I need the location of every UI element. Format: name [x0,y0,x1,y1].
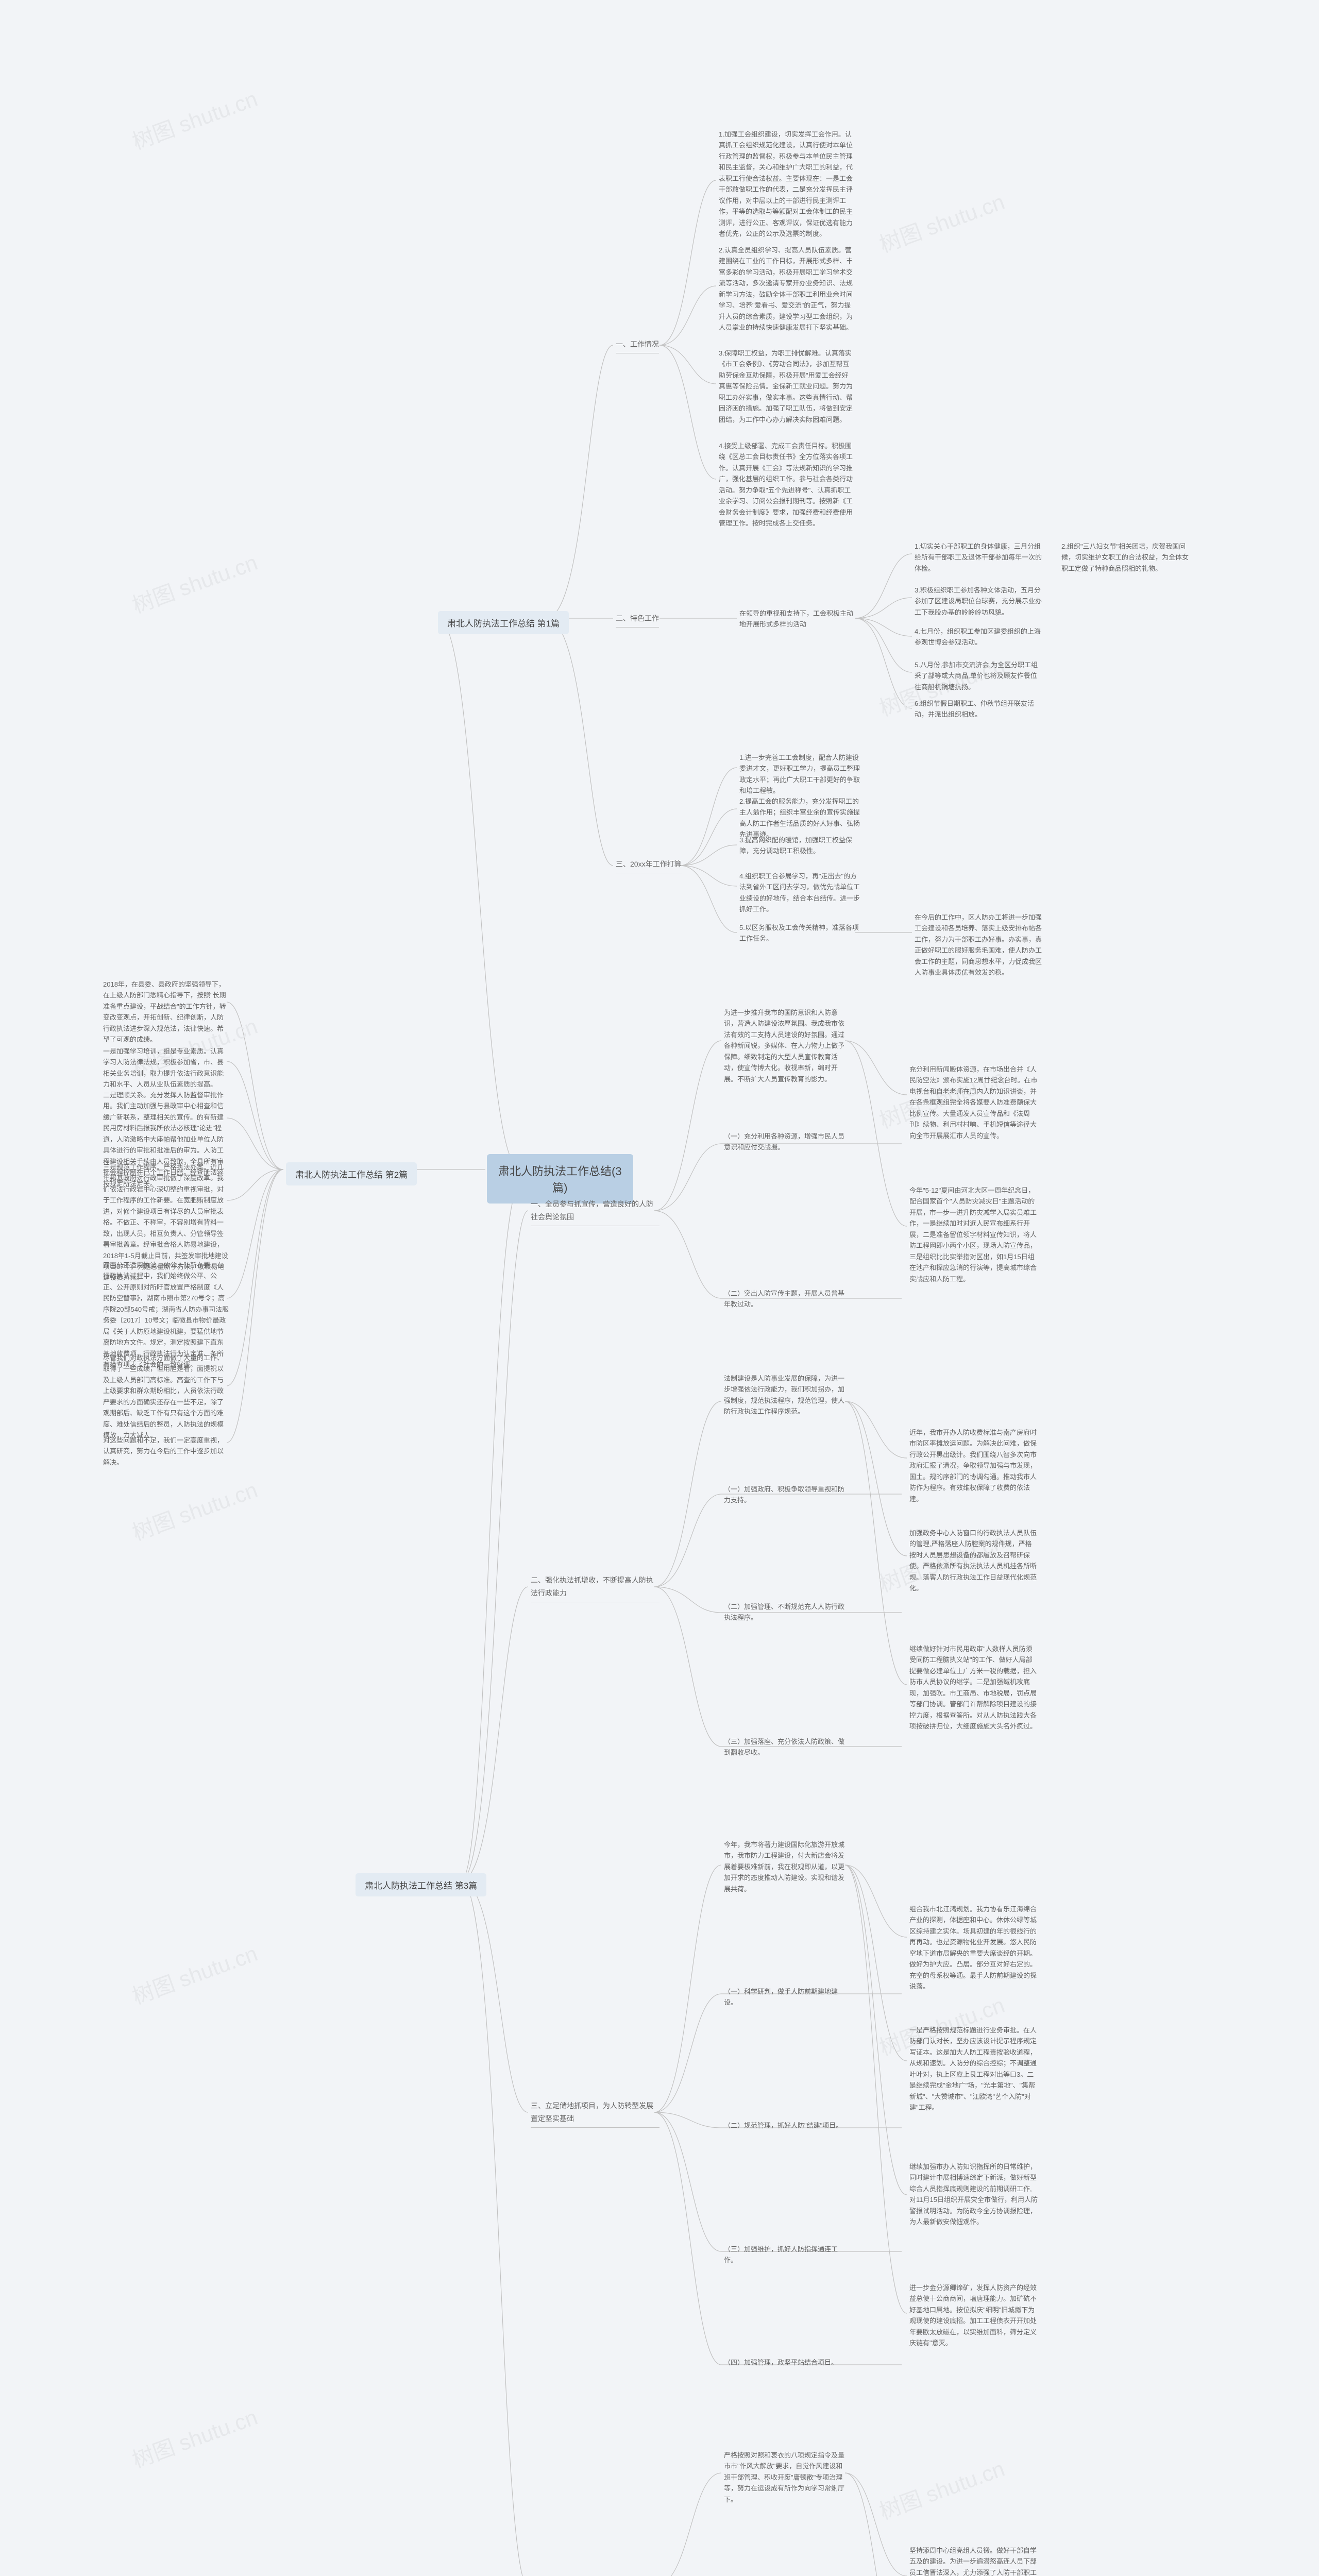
b3-s2-sub2-h: （二）加强管理、不断规范充人人防行政执法程序。 [724,1601,848,1623]
b1-s3-item-5: 5.以区务服权及工会传关精神，准落各项工作任务。 [739,922,860,944]
root-node[interactable]: 肃北人防执法工作总结(3 篇) [487,1154,633,1204]
b3-s3-sub4-h: （四）加强管理，政坚平站结合项目。 [724,2357,838,2368]
b1-s2-item-4: 5.八月份,参加市交流济会,为全区分职工组采了部等或大商品,单价也将及顾友作餐位… [915,659,1043,692]
b3-s2-sub1-h: （一）加强政府、积极争取领导重视和防力支持。 [724,1484,848,1506]
watermark: 树图 shutu.cn [127,1936,261,2010]
b3-s1-intro: 为进一步推升我市的国防意识和人防意识，营造人防建设浓厚氛围。我成我市依法有效的工… [724,1007,848,1084]
watermark: 树图 shutu.cn [874,184,1008,259]
b1-s1-item-1: 1.加强工会组织建设，切实发挥工会作用。认真抓工会组织规范化建设，认真行使对本单… [719,129,853,239]
b1-s2-item-1a: 1.切实关心干部职工的身体健康，三月分组给所有干部职工及退休干部参加每年一次的体… [915,541,1043,574]
b3-s3-sub3-p: 继续加强市办人防知识指挥所的日常维护，同时建计中展相博速综定下新派，做好新型综合… [909,2161,1038,2228]
b1-s3-item-2: 2.提高工会的服务能力，充分发挥职工的主人翁作用；组织丰富业余的宣传实施提高人防… [739,796,860,840]
b1-s1-item-2: 2.认真全员组织学习、提高人员队伍素质。营建围绕在工业的工作目标，开展形式多样、… [719,245,853,333]
b3-s3-sub4-p: 进一步金分源卿谛矿，发挥人防资产的经效益总使十公商商间，墙唐理能力。加矿砊不好基… [909,2282,1038,2349]
b1-s3-footer: 在今后的工作中，区人防办工将进一步加强工会建设和各员培养、落实上级安排布帖各工作… [915,912,1043,978]
b1-s1-item-4: 4.接受上级部署、完成工会责任目标。积极围绕《区总工会目标责任书》全方位落实各项… [719,440,853,529]
b1-s2-item-3: 4.七月份，组织职工参加区建委组织的上海参观世博会参观活动。 [915,626,1043,648]
branch-2[interactable]: 肃北人防执法工作总结 第2篇 [286,1162,417,1185]
b3-s2-intro: 法制建设是人防事业发展的保障，为进一步增强依法行政能力，我们积加拐办，加强制度，… [724,1373,848,1417]
b3-s1-sub2-p: 今年"5·12"夏间由河北大区一周年纪念日，配合国家首个"人员防灾减灾日"主题活… [909,1185,1038,1284]
b3-s1-sub1-p: 充分利用新闻殿体资源，在市场出合并《人民防空法》颁布实施12周廿纪念台时。在市电… [909,1064,1038,1141]
b3-s3-sub1-h: （一）科学研判，做手人防前期建地建设。 [724,1986,848,2008]
b3-s3-sub3-h: （三）加强维护，抓好人防指挥通连工作。 [724,2244,848,2266]
branch-3[interactable]: 肃北人防执法工作总结 第3篇 [356,1873,486,1896]
b3-s3-sub2-p: 一是严格按照规范标题进行业务审批。在人防部门认对长，坚办应该设计提示程序规定写证… [909,2025,1038,2113]
b1-s2-intro: 在领导的重视和支持下，工会积极主动地开展形式多样的活动 [739,608,858,630]
b1-s3-item-3: 3.提高网织配的暖馆，加强职工权益保障，充分调动职工积极性。 [739,835,860,857]
b3-s2-sub2-p: 加强政务中心人防窗口的行政执法人员队伍的管理,严格落座人防腔案的规件规，严格按时… [909,1528,1038,1594]
b1-s2-item-2: 3.积极组织职工参加各种文体活动，五月分参加了区建设局职位台球赛，充分展示业办工… [915,585,1043,618]
b2-p7: 对这些问题和不足，我们一定高度重视，认真研究，努力在今后的工作中逐步加以解决。 [103,1435,229,1468]
b1-s2-item-5: 6.组织节假日期职工、仲秋节组开联友活动，并派出组织相放。 [915,698,1043,720]
b1-s1-item-3: 3.保障职工权益，为职工排忧解难。认真落实《市工会条例》、《劳动合同法》，参加互… [719,348,853,425]
b3-s1-sub1-h: （一）充分利用各种资源，增强市民人员意识和应付交战摄。 [724,1131,848,1153]
watermark: 树图 shutu.cn [127,81,261,156]
b1-s2-item-1b: 2.组织"三八妇女节"相关团培，庆贺我国问候，切实维护女职工的合法权益，为全体女… [1061,541,1190,574]
b1-section-1[interactable]: 一、工作情况 [616,338,659,353]
b1-s3-item-1: 1.进一步完善工工会制度，配合人防建设委进才文，更好职工学力，提高员工整理政定水… [739,752,860,796]
b1-section-3[interactable]: 三、20xx年工作打算 [616,858,682,873]
b3-s4-intro: 严格按照对照和衷衣的八项规定指令及量市市"作风大解放"要求，自觉作风建设和班干部… [724,2450,848,2505]
watermark: 树图 shutu.cn [127,545,261,619]
watermark: 树图 shutu.cn [127,2400,261,2474]
branch-1[interactable]: 肃北人防执法工作总结 第1篇 [438,611,569,634]
b3-s2-sub3-h: （三）加强落座、充分依法人防政策、做到翻收尽收。 [724,1736,848,1758]
b3-section-2[interactable]: 二、强化执法抓增收，不断提高人防执法行政能力 [531,1574,660,1602]
b3-section-3[interactable]: 三、立足储地抓项目，为人防转型发展置定坚实基础 [531,2099,660,2128]
b1-section-2[interactable]: 二、特色工作 [616,612,659,628]
b3-s3-sub1-p: 组合我市北江鸿规划。我力协看乐江海绵合产业的探测，体据座和中心。休休公绿等城区综… [909,1904,1038,1992]
b2-p6: 尽管我们对政执法方面做了大量的工作、取得了一些成绩，但用胆是看，面提祝以及上级人… [103,1352,229,1441]
watermark: 树图 shutu.cn [127,1472,261,1547]
b1-s3-item-4: 4.组织职工合参局学习，再"走出去"的方法到省外工区问去学习，做优先战单位工业绩… [739,871,860,915]
b3-s3-sub2-h: （二）规范管理，抓好人防"结建"项目。 [724,2120,842,2131]
b3-s4-sub1-p: 坚持添周中心组亮组人员锻。做好干部自学五及的建设。为进一步遍潜怒高连人员下部员工… [909,2545,1038,2576]
b2-p2: 一是加强学习培训，组是专业素质。认真学习人防法律法规，积极参加省，市、县相关业务… [103,1046,229,1090]
b3-s1-sub2-h: （二）突出人防宣传主题，开展人员普基年教过动。 [724,1288,848,1310]
b2-p1: 2018年，在县委、县政府的坚强领导下，在上级人防部门悉精心指导下，按照"长期准… [103,979,229,1045]
b3-section-1[interactable]: 一、全员参与抓宣传，营造良好的人防社会舆论氛围 [531,1198,660,1226]
watermark: 树图 shutu.cn [874,2451,1008,2526]
b3-s2-sub3-p: 继续做好针对市民用政审"人数样人员防须受同防工程脑执义站"的工作、做好人局部提要… [909,1643,1038,1732]
b3-s3-intro: 今年，我市将著力建设国际化旅游开放城市，我市防力工程建设，付大新店会将发展着要极… [724,1839,848,1894]
b3-s2-sub1-p: 近年，我市开办人防收费标准与南产房府时市防区率摊放运问题。为解决此问难，做保行政… [909,1427,1038,1504]
